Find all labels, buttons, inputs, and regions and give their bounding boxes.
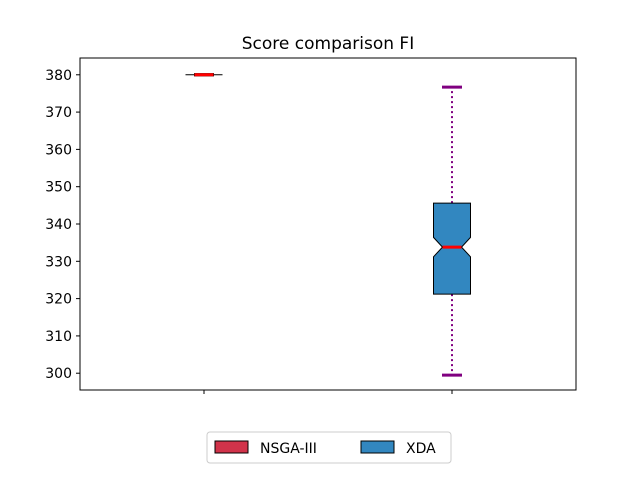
y-tick-label: 360 [45,142,72,158]
y-tick-label: 340 [45,217,72,233]
y-tick-label: 380 [45,68,72,84]
legend-swatch [214,440,249,454]
y-tick-label: 330 [45,254,72,270]
y-tick-label: 320 [45,292,72,308]
y-axis: 300 310 320 330 340 350 360 370 380 [45,68,80,382]
legend-frame [206,431,452,464]
plot-marks [185,73,471,377]
legend-swatch [360,440,395,454]
plot-area-frame [79,57,577,391]
y-tick-label: 350 [45,180,72,196]
y-tick-label: 370 [45,105,72,121]
box-group-xda [433,85,471,377]
y-tick-label: 310 [45,329,72,345]
y-tick-label: 300 [45,366,72,382]
legend-label: XDA [406,441,436,457]
legend-label: NSGA-III [260,441,317,457]
legend: NSGA-III XDA [206,431,452,464]
x-axis [203,390,453,394]
chart-title: Score comparison FI [242,34,414,54]
